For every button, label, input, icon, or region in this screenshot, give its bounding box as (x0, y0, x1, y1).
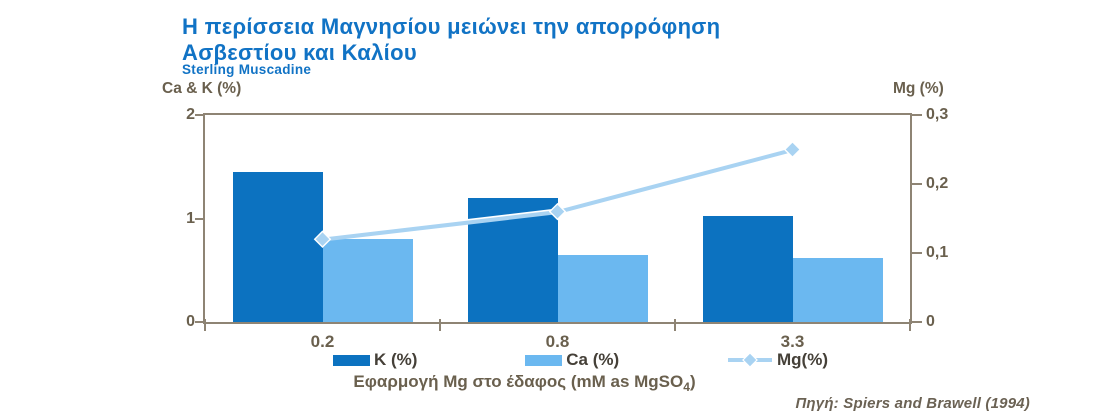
x-axis-label: Εφαρμογή Mg στο έδαφος (mM as MgSO4) (170, 372, 879, 394)
left-axis-tick-label: 1 (186, 209, 195, 227)
chart-title-line1: Η περίσσεια Μαγνησίου μειώνει την απορρό… (182, 14, 721, 39)
k-series-swatch (333, 354, 370, 366)
bar-ca-0.8 (557, 254, 648, 322)
ca-series-swatch (525, 354, 563, 366)
bar-k-3.3 (702, 216, 793, 322)
mg-series-line-swatch (727, 353, 773, 367)
x-tick-mark (909, 319, 911, 331)
legend: K (%) Ca (%) Mg(%) (203, 350, 912, 370)
right-axis-title: Mg (%) (893, 80, 944, 97)
x-axis-label-subscript: 4 (683, 380, 690, 394)
mg-line-path (320, 147, 795, 242)
right-axis-tick-label: 0,1 (926, 244, 949, 261)
left-tick-mark (195, 114, 205, 116)
chart-title-line2: Ασβεστίου και Καλίου (182, 40, 417, 65)
left-tick-mark (195, 217, 205, 220)
chart-subtitle: Sterling Muscadine (182, 62, 312, 77)
plot-area: 2 1 0 0,3 0,2 0,1 0 0.2 0.8 3.3 (186, 106, 948, 351)
legend-item-ca: Ca (%) (525, 350, 619, 370)
x-axis-tick-label: 0.2 (310, 332, 335, 351)
right-axis-tick-label: 0,3 (926, 106, 949, 123)
source-citation: Πηγή: Spiers and Brawell (1994) (795, 395, 1030, 412)
right-tick-mark (912, 321, 922, 323)
x-tick-mark (674, 319, 676, 331)
right-tick-mark (912, 252, 922, 254)
left-axis-tick-label: 2 (186, 106, 195, 123)
bar-k-0.2 (232, 171, 323, 322)
left-tick-mark (195, 321, 205, 323)
bar-ca-0.2 (322, 239, 413, 322)
legend-label-mg: Mg(%) (777, 350, 828, 369)
right-tick-mark (912, 182, 922, 185)
bars-layer (205, 115, 910, 322)
right-axis-tick-label: 0 (926, 313, 935, 330)
line-layer (205, 115, 910, 322)
mg-line-marker-0.2 (313, 230, 332, 248)
mg-line-marker-3.3 (783, 140, 802, 159)
right-axis-tick-label: 0,2 (926, 174, 949, 192)
legend-item-mg: Mg(%) (727, 350, 828, 370)
right-tick-mark (912, 114, 922, 116)
x-tick-mark (438, 319, 441, 331)
legend-label-k: K (%) (374, 350, 418, 369)
x-tick-mark (204, 319, 206, 331)
x-axis-label-end: ) (689, 372, 696, 391)
left-axis-title: Ca & K (%) (162, 80, 242, 97)
bar-ca-3.3 (792, 257, 883, 322)
x-axis-tick-label: 0.8 (545, 332, 570, 351)
mg-line-series (313, 140, 802, 248)
mg-line-marker-0.8 (548, 202, 567, 221)
mg-line-path (321, 146, 794, 238)
chart-title: Η περίσσεια Μαγνησίου μειώνει την απορρό… (182, 14, 942, 66)
legend-label-ca: Ca (%) (566, 350, 620, 369)
left-axis-tick-label: 0 (186, 313, 195, 330)
x-axis-tick-label: 3.3 (780, 332, 805, 351)
x-axis-label-main: Εφαρμογή Mg στο έδαφος (mM as MgSO (353, 372, 684, 391)
legend-item-k: K (%) (333, 350, 417, 370)
